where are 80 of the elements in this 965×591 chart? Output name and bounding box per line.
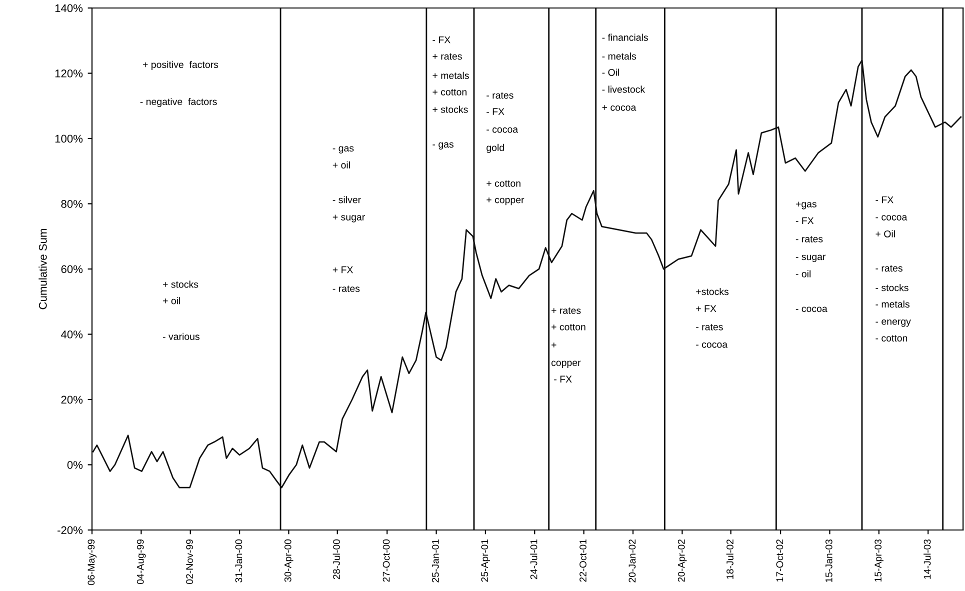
x-tick-label: 27-Oct-00: [382, 539, 390, 582]
annotation: + copper: [486, 198, 524, 206]
y-tick-label: 0%: [67, 461, 83, 469]
y-tick-label: 80%: [61, 200, 83, 208]
annotation: - financials: [602, 34, 648, 41]
x-tick-label: 20-Jan-02: [628, 540, 636, 582]
annotation: + oil: [332, 161, 350, 169]
x-tick-label: 28-Jul-00: [332, 539, 340, 580]
x-tick-label: 02-Nov-99: [186, 539, 193, 584]
annotation: + cocoa: [602, 105, 636, 111]
annotation: - various: [162, 332, 200, 340]
annotation: + cotton: [486, 180, 520, 187]
annotation: - cotton: [876, 335, 908, 342]
annotation: - livestock: [602, 86, 646, 93]
y-tick-label: 20%: [61, 396, 83, 404]
annotation: - FX: [486, 108, 504, 115]
x-tick-label: 17-Oct-02: [776, 540, 784, 582]
annotation: - stocks: [876, 284, 908, 292]
annotation: - FX: [876, 196, 894, 204]
x-tick-label: 22-Oct-01: [580, 540, 586, 582]
annotation: + stocks: [432, 106, 468, 113]
x-tick-label: 15-Jan-03: [825, 539, 832, 582]
annotation: + oil: [163, 297, 180, 304]
annotation: - rates: [332, 286, 360, 292]
annotation: - FX: [432, 36, 450, 44]
annotation: - silver: [332, 196, 361, 204]
annotation: copper: [551, 360, 581, 368]
annotation: + stocks: [163, 280, 198, 288]
annotation: - FX: [554, 376, 572, 382]
annotation: - rates: [876, 265, 902, 272]
annotation: - cocoa: [696, 342, 728, 348]
x-tick-label: 24-Jul-01: [530, 540, 538, 580]
annotation: - cocoa: [796, 306, 828, 312]
x-tick-label: 06-May-99: [88, 539, 97, 586]
annotation: - cocoa: [486, 127, 518, 133]
annotation: + rates: [552, 308, 581, 314]
x-tick-label: 31-Jan-00: [235, 539, 242, 582]
annotation: - FX: [796, 217, 814, 224]
annotation: +: [552, 342, 556, 348]
annotation: + FX: [696, 305, 716, 312]
annotation: - energy: [876, 320, 911, 327]
annotation: + Oil: [876, 230, 895, 238]
annotation: + rates: [432, 53, 462, 60]
line-series: [92, 60, 962, 488]
x-tick-label: 30-Apr-00: [284, 539, 294, 582]
annotation: +stocks: [696, 288, 729, 296]
y-axis-title: Cumulative Sum: [38, 228, 47, 310]
annotation: + sugar: [332, 214, 365, 222]
x-tick-label: 14-Jul-03: [924, 539, 931, 579]
annotation: - rates: [796, 236, 823, 242]
annotation: + positive factors: [143, 60, 218, 70]
x-tick-label: 25-Apr-01: [481, 540, 490, 582]
y-tick-label: 100%: [55, 134, 83, 143]
annotation: - Oil: [602, 68, 620, 76]
annotation: + FX: [332, 266, 354, 274]
y-tick-label: 60%: [61, 265, 83, 274]
x-tick-label: 04-Aug-99: [136, 539, 146, 584]
y-tick-label: 40%: [60, 330, 83, 338]
annotation: gold: [486, 144, 504, 153]
annotation: - oil: [796, 270, 810, 278]
annotation: - rates: [486, 92, 514, 99]
y-tick-label: 120%: [55, 70, 83, 78]
annotation: - gas: [432, 142, 454, 150]
y-tick-label: -20%: [58, 526, 83, 534]
annotation: - cocoa: [876, 215, 908, 220]
annotation: - gas: [332, 146, 354, 154]
annotation: - sugar: [796, 254, 826, 262]
x-tick-label: 15-Apr-03: [874, 539, 884, 582]
annotation: - negative factors: [140, 98, 217, 108]
x-tick-label: 18-Jul-02: [726, 540, 734, 579]
annotation: - metals: [876, 300, 910, 308]
x-tick-label: 25-Jan-01: [432, 540, 439, 582]
annotation: +gas: [796, 202, 816, 210]
annotation: - metals: [602, 52, 636, 60]
y-tick-label: 140%: [55, 4, 83, 12]
x-tick-label: 20-Apr-02: [678, 540, 687, 582]
annotation: - rates: [696, 324, 723, 330]
annotation: + cotton: [432, 89, 466, 96]
annotation: + metals: [432, 72, 469, 79]
annotation: + cotton: [552, 324, 586, 330]
